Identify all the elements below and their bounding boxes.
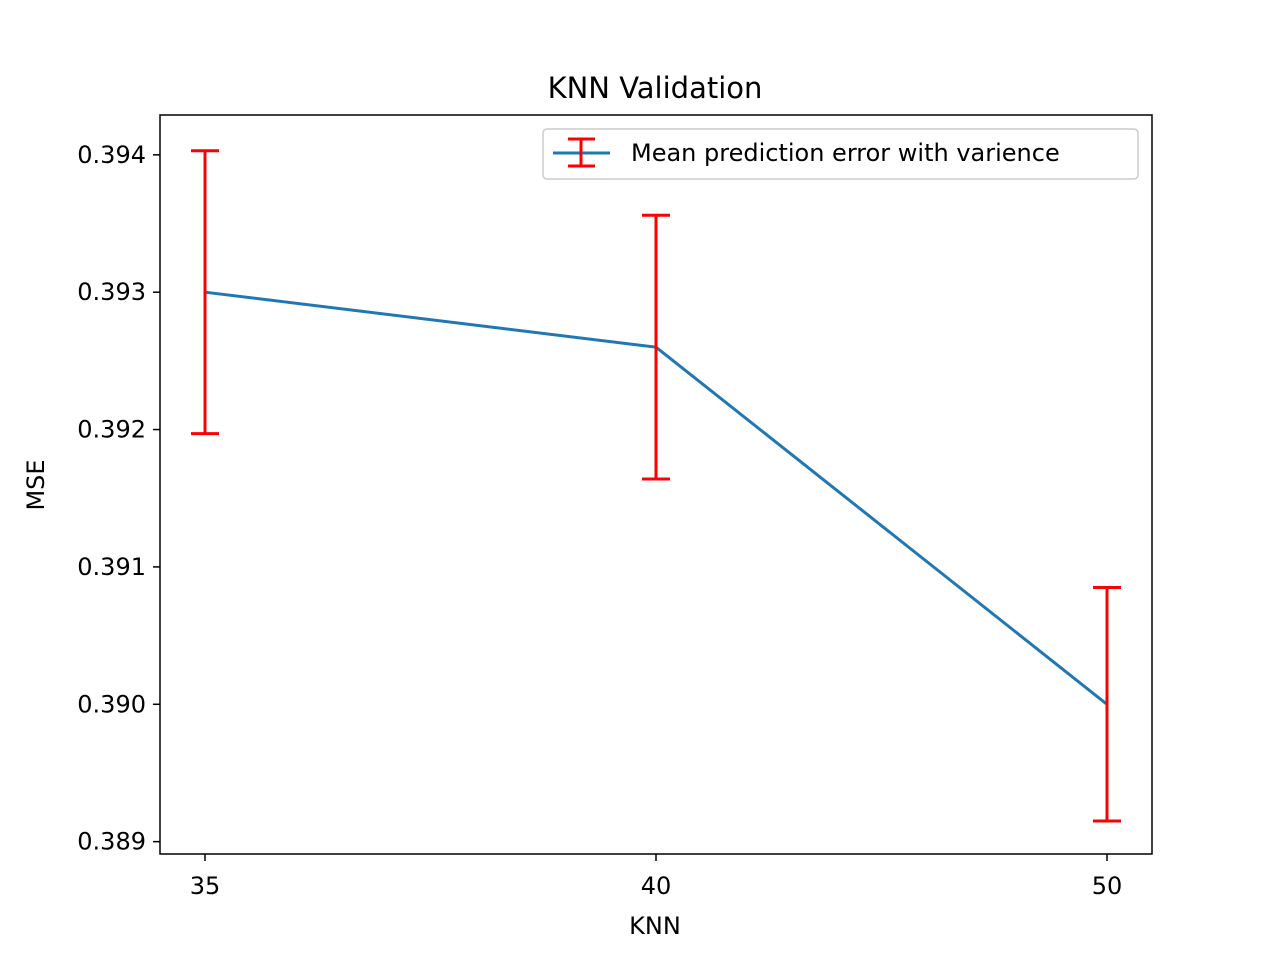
y-axis-label: MSE (22, 459, 50, 510)
legend: Mean prediction error with varience (542, 128, 1139, 180)
y-tick-label: 0.389 (77, 828, 146, 856)
y-tick-label: 0.390 (77, 690, 146, 718)
y-tick-label: 0.393 (77, 278, 146, 306)
y-axis-ticks: 0.389 0.390 0.391 0.392 0.393 0.394 (77, 141, 160, 856)
plot-frame (159, 114, 1153, 855)
legend-box (542, 128, 1139, 180)
series-layer (191, 149, 1121, 823)
x-tick-label: 35 (190, 872, 221, 900)
y-tick-label: 0.391 (77, 553, 146, 581)
y-tick-label: 0.394 (77, 141, 146, 169)
chart-title: KNN Validation (548, 71, 763, 105)
x-axis-ticks: 35 40 50 (190, 854, 1123, 900)
x-axis-label: KNN (629, 912, 681, 940)
x-tick-label: 50 (1092, 872, 1123, 900)
legend-label: Mean prediction error with varience (631, 139, 1060, 167)
y-tick-label: 0.392 (77, 416, 146, 444)
x-tick-label: 40 (641, 872, 672, 900)
